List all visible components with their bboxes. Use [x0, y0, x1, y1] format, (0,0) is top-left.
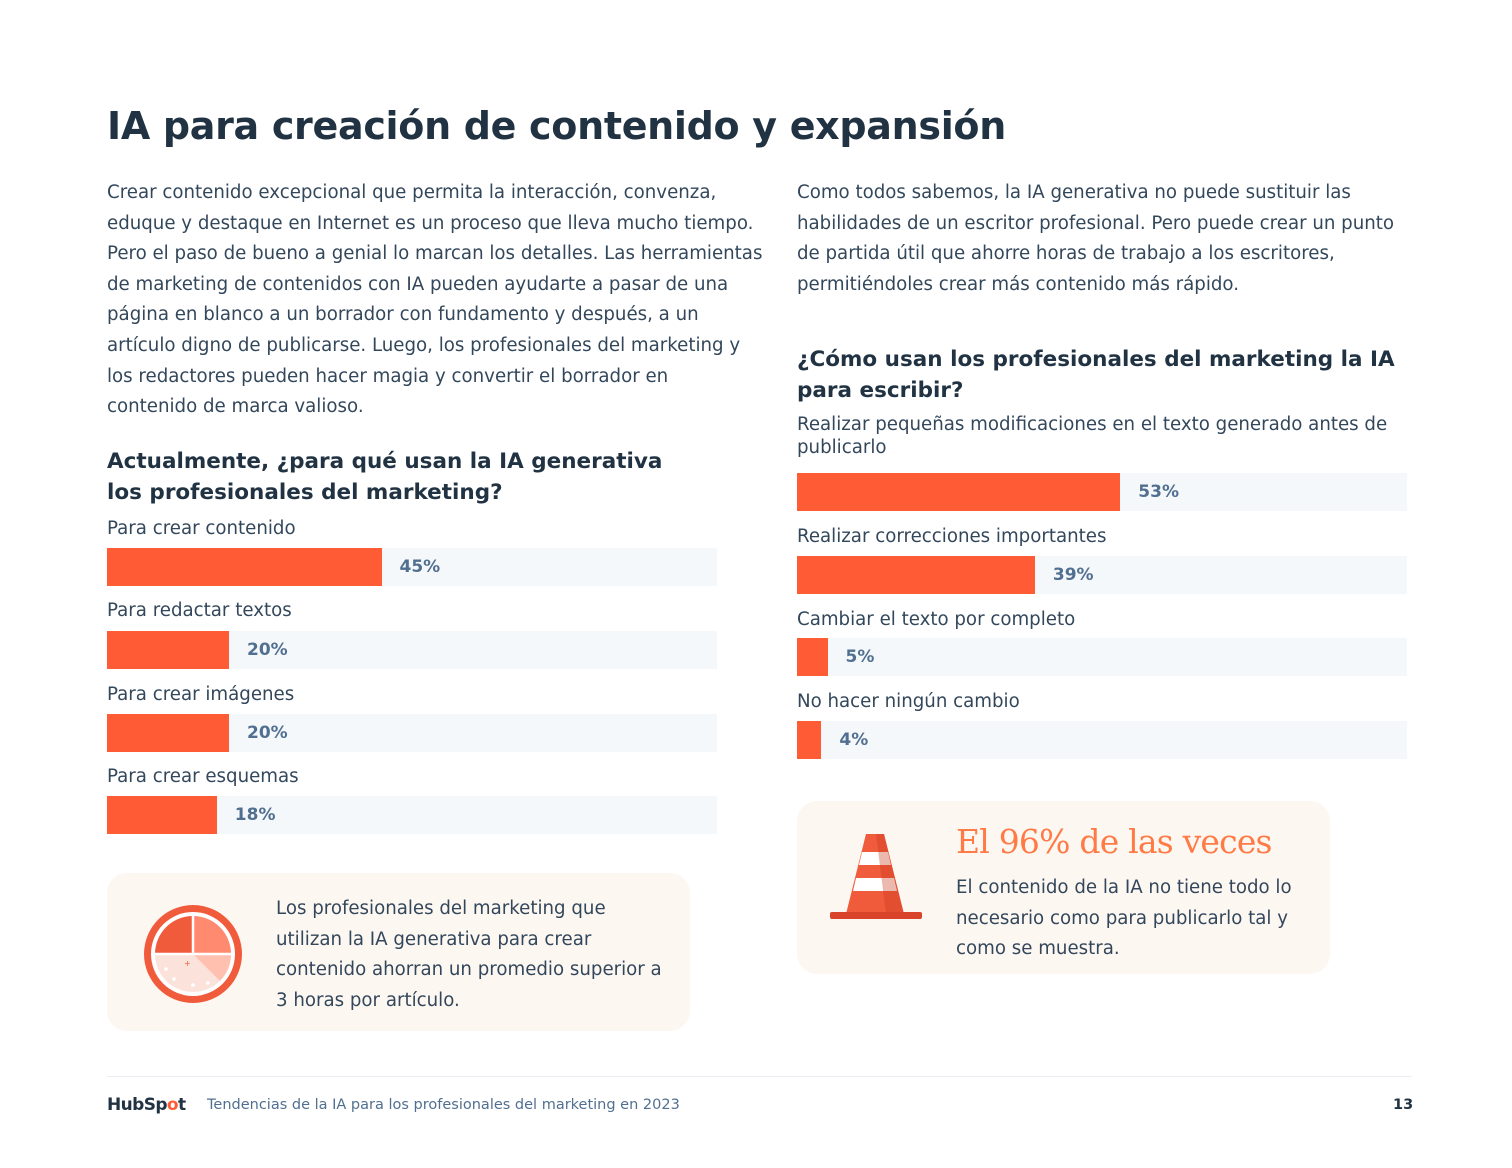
bar-value-label: 4%	[839, 730, 869, 750]
stat-heading: El 96% de las veces	[956, 822, 1272, 861]
bar-label: Para redactar textos	[107, 600, 292, 621]
chart-title-writing: ¿Cómo usan los profesionales del marketi…	[797, 347, 1395, 403]
svg-text:+: +	[184, 959, 191, 968]
bar-value-label: 18%	[234, 805, 276, 825]
bar-value-label: 20%	[247, 640, 288, 660]
bar-value-label: 53%	[1138, 482, 1179, 502]
bar-value-label: 45%	[399, 557, 441, 577]
logo-sprocket-icon: o	[166, 1095, 179, 1115]
bar-track: 5%	[797, 638, 1407, 676]
bar	[797, 473, 1121, 511]
callout-text: Los profesionales del marketing que util…	[276, 898, 662, 1011]
hubspot-logo: HubSpot	[107, 1095, 186, 1115]
bar-track: 4%	[797, 721, 1407, 759]
bar-value-label: 5%	[845, 647, 875, 667]
bar-value-label: 20%	[247, 723, 288, 743]
bar-label: Para crear esquemas	[107, 766, 299, 787]
bar-track: 20%	[107, 714, 717, 752]
bar	[797, 721, 822, 759]
bar-label: No hacer ningún cambio	[797, 691, 1020, 712]
bar	[797, 638, 828, 676]
bar-track: 53%	[797, 473, 1407, 511]
page-number: 13	[1393, 1097, 1414, 1113]
clock-icon: +	[144, 905, 242, 1003]
bar	[107, 714, 229, 752]
intro-paragraph-left: Crear contenido excepcional que permita …	[107, 182, 763, 418]
bar-track: 18%	[107, 796, 717, 834]
footer-report-title: Tendencias de la IA para los profesional…	[207, 1097, 680, 1113]
bar-label: Realizar pequeñas modificaciones en el t…	[797, 414, 1388, 458]
bar-value-label: 39%	[1052, 565, 1094, 585]
chart-title-usage: Actualmente, ¿para qué usan la IA genera…	[107, 449, 663, 505]
bar-label: Para crear imágenes	[107, 684, 295, 705]
logo-text: t	[178, 1095, 186, 1115]
intro-paragraph-right: Como todos sabemos, la IA generativa no …	[797, 182, 1395, 295]
bar	[107, 548, 382, 586]
bar	[107, 796, 217, 834]
bar-label: Para crear contenido	[107, 518, 296, 539]
bar	[107, 631, 229, 669]
logo-text: HubSp	[107, 1095, 168, 1115]
bar-track: 39%	[797, 556, 1407, 594]
bar	[797, 556, 1035, 594]
traffic-cone-icon	[830, 834, 922, 919]
page-title: IA para creación de contenido y expansió…	[107, 104, 1006, 148]
stat-body: El contenido de la IA no tiene todo lo n…	[956, 877, 1292, 960]
bar-label: Realizar correcciones importantes	[797, 526, 1107, 547]
bar-track: 45%	[107, 548, 717, 586]
bar-label: Cambiar el texto por completo	[797, 609, 1076, 630]
footer-divider	[107, 1076, 1412, 1077]
bar-track: 20%	[107, 631, 717, 669]
